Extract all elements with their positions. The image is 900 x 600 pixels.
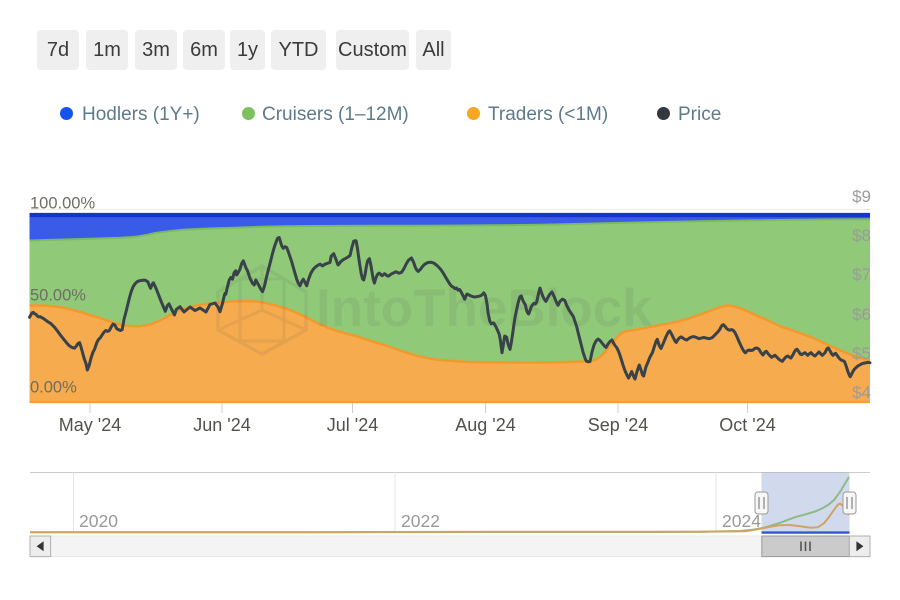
svg-text:Jun '24: Jun '24 [193,415,250,435]
svg-text:$4: $4 [852,383,871,402]
svg-text:100.00%: 100.00% [30,195,95,213]
svg-text:0.00%: 0.00% [30,379,77,397]
svg-text:Sep '24: Sep '24 [588,415,649,435]
svg-text:May '24: May '24 [59,415,121,435]
svg-text:Oct '24: Oct '24 [719,415,775,435]
svg-text:2024: 2024 [722,511,761,531]
svg-text:Jul '24: Jul '24 [327,415,378,435]
svg-text:IntoTheBlock: IntoTheBlock [316,279,652,338]
svg-text:Aug '24: Aug '24 [455,415,516,435]
svg-text:$6: $6 [852,305,871,324]
svg-text:50.00%: 50.00% [30,287,86,305]
svg-text:2020: 2020 [79,511,118,531]
svg-text:$7: $7 [852,265,871,284]
svg-text:$9: $9 [852,187,871,206]
svg-text:$5: $5 [852,344,871,363]
svg-text:$8: $8 [852,226,871,245]
svg-text:2022: 2022 [401,511,440,531]
